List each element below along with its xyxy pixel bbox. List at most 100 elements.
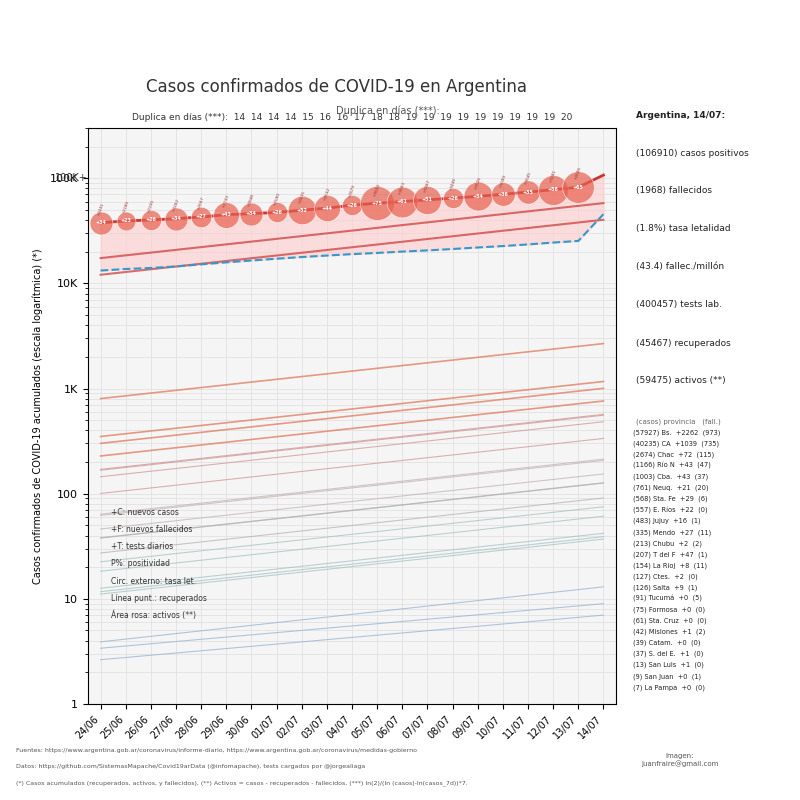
Text: Línea punt.: recuperados: Línea punt.: recuperados	[111, 594, 207, 602]
Point	[321, 202, 334, 214]
Text: P%: positividad: P%: positividad	[111, 559, 170, 569]
Text: +2189: +2189	[122, 200, 130, 214]
Text: (154) La Rioj  +8  (11): (154) La Rioj +8 (11)	[633, 562, 707, 569]
Text: (2674) Chac  +72  (115): (2674) Chac +72 (115)	[633, 451, 714, 458]
Point	[295, 204, 308, 217]
Text: +3526: +3526	[474, 175, 482, 190]
Text: +23: +23	[120, 218, 131, 223]
Text: (*) Casos acumulados (recuperados, activos, y fallecidos), (**) Activos = casos : (*) Casos acumulados (recuperados, activ…	[16, 780, 468, 786]
Text: +T: tests diarios: +T: tests diarios	[111, 542, 174, 551]
Point	[546, 183, 559, 196]
Text: (483) Jujuy  +16  (1): (483) Jujuy +16 (1)	[633, 518, 701, 525]
Point	[396, 195, 409, 208]
Text: (40235) CA  +1039  (735): (40235) CA +1039 (735)	[633, 441, 719, 447]
Y-axis label: Casos confirmados de COVID-19 acumulados (escala logarítmica) (*): Casos confirmados de COVID-19 acumulados…	[33, 248, 43, 584]
Text: +44: +44	[322, 206, 332, 210]
Text: (9) San Juan  +0  (1): (9) San Juan +0 (1)	[633, 673, 701, 679]
Text: (59475) activos (**): (59475) activos (**)	[636, 377, 726, 386]
Text: (213) Chubu  +2  (2): (213) Chubu +2 (2)	[633, 540, 702, 546]
Point	[522, 186, 534, 198]
Text: (557) E. Ríos  +22  (0): (557) E. Ríos +22 (0)	[633, 506, 707, 514]
Text: +2435: +2435	[298, 190, 306, 204]
Point	[346, 198, 358, 211]
Text: +3449: +3449	[448, 178, 457, 192]
Text: (1968) fallecidos: (1968) fallecidos	[636, 186, 712, 195]
Text: (57927) Bs.  +2262  (973): (57927) Bs. +2262 (973)	[633, 430, 720, 436]
Text: (42) Misiones  +1  (2): (42) Misiones +1 (2)	[633, 629, 706, 635]
Text: +26: +26	[346, 202, 358, 208]
Text: (335) Mendo  +27  (11): (335) Mendo +27 (11)	[633, 529, 711, 535]
Text: +61: +61	[397, 199, 408, 204]
Text: +F: nuevos fallecidos: +F: nuevos fallecidos	[111, 526, 193, 534]
Text: +2667: +2667	[197, 196, 206, 210]
Text: (1003) Cba.  +43  (37): (1003) Cba. +43 (37)	[633, 474, 708, 480]
Text: (casos) provincia   (fall.): (casos) provincia (fall.)	[636, 418, 721, 425]
Point	[370, 197, 383, 210]
Text: +43: +43	[221, 212, 232, 218]
Text: +2632: +2632	[322, 187, 331, 202]
Text: +2743: +2743	[222, 194, 230, 208]
Text: +34: +34	[95, 220, 106, 226]
Text: Argentina, 14/07:: Argentina, 14/07:	[636, 110, 726, 119]
Text: (106910) casos positivos: (106910) casos positivos	[636, 149, 749, 158]
Text: (568) Sta. Fe  +29  (6): (568) Sta. Fe +29 (6)	[633, 496, 707, 502]
Text: (127) Ctes.  +2  (0): (127) Ctes. +2 (0)	[633, 574, 698, 580]
Text: +3281: +3281	[549, 169, 558, 183]
Text: Datos: https://github.com/SistemasMapache/Covid19arData (@infomapache), tests ca: Datos: https://github.com/SistemasMapach…	[16, 764, 366, 769]
Text: +2401: +2401	[96, 202, 105, 217]
Text: Circ. externo: tasa let.: Circ. externo: tasa let.	[111, 577, 196, 586]
Text: +3367: +3367	[423, 179, 432, 194]
Text: +65: +65	[573, 185, 584, 190]
Text: +51: +51	[422, 198, 433, 202]
Text: +54: +54	[472, 194, 483, 199]
Point	[220, 208, 233, 221]
Point	[572, 181, 585, 194]
Text: (207) T del F  +47  (1): (207) T del F +47 (1)	[633, 551, 707, 558]
Text: +36: +36	[498, 192, 508, 197]
Text: (761) Neuq.  +21  (20): (761) Neuq. +21 (20)	[633, 485, 709, 491]
Text: Imagen:
juanfraire@gmail.com: Imagen: juanfraire@gmail.com	[642, 753, 718, 767]
Text: +2848: +2848	[247, 193, 256, 207]
Text: (37) S. del E.  +1  (0): (37) S. del E. +1 (0)	[633, 651, 703, 658]
Text: Casos confirmados de COVID-19 en Argentina: Casos confirmados de COVID-19 en Argenti…	[146, 78, 526, 96]
Point	[497, 188, 510, 201]
Text: (75) Formosa  +0  (0): (75) Formosa +0 (0)	[633, 606, 705, 613]
Point	[471, 190, 484, 202]
Point	[194, 210, 207, 223]
Point	[94, 217, 107, 230]
Text: (43.4) fallec./millón: (43.4) fallec./millón	[636, 262, 724, 271]
Text: Duplica en días (***):: Duplica en días (***):	[336, 106, 443, 116]
Text: +27: +27	[196, 214, 206, 219]
Text: +3604: +3604	[373, 182, 382, 197]
Text: +2335: +2335	[146, 199, 155, 214]
Point	[421, 194, 434, 206]
Text: +26: +26	[447, 196, 458, 201]
Text: +26: +26	[146, 218, 156, 222]
Text: 100K+: 100K+	[55, 173, 88, 183]
Text: +52: +52	[296, 208, 307, 213]
Point	[170, 212, 182, 225]
Text: +58: +58	[548, 187, 558, 192]
Text: +3262: +3262	[172, 198, 180, 212]
Point	[145, 214, 158, 226]
Text: Fuentes: https://www.argentina.gob.ar/coronavirus/informe-diario, https://www.ar: Fuentes: https://www.argentina.gob.ar/co…	[16, 748, 417, 753]
Text: (45467) recuperados: (45467) recuperados	[636, 338, 731, 347]
Text: (7) La Pampa  +0  (0): (7) La Pampa +0 (0)	[633, 684, 705, 690]
Text: +3099: +3099	[498, 174, 507, 188]
Text: +34: +34	[170, 216, 182, 221]
Text: (13) San Luis  +1  (0): (13) San Luis +1 (0)	[633, 662, 704, 669]
Text: (91) Tucumá  +0  (5): (91) Tucumá +0 (5)	[633, 595, 702, 602]
Text: +C: nuevos casos: +C: nuevos casos	[111, 508, 179, 517]
Text: (61) Sta. Cruz  +0  (0): (61) Sta. Cruz +0 (0)	[633, 618, 706, 624]
Text: +35: +35	[522, 190, 534, 194]
Text: (126) Salta  +9  (1): (126) Salta +9 (1)	[633, 585, 698, 591]
Text: +75: +75	[372, 201, 382, 206]
Point	[119, 214, 132, 227]
Text: +3663: +3663	[398, 181, 406, 195]
Text: +2879: +2879	[348, 184, 356, 199]
Point	[270, 206, 283, 219]
Text: (39) Catam.  +0  (0): (39) Catam. +0 (0)	[633, 640, 701, 646]
Text: +2606: +2606	[574, 166, 582, 181]
Text: Área rosa: activos (**): Área rosa: activos (**)	[111, 610, 196, 620]
Text: +2590: +2590	[272, 191, 281, 206]
